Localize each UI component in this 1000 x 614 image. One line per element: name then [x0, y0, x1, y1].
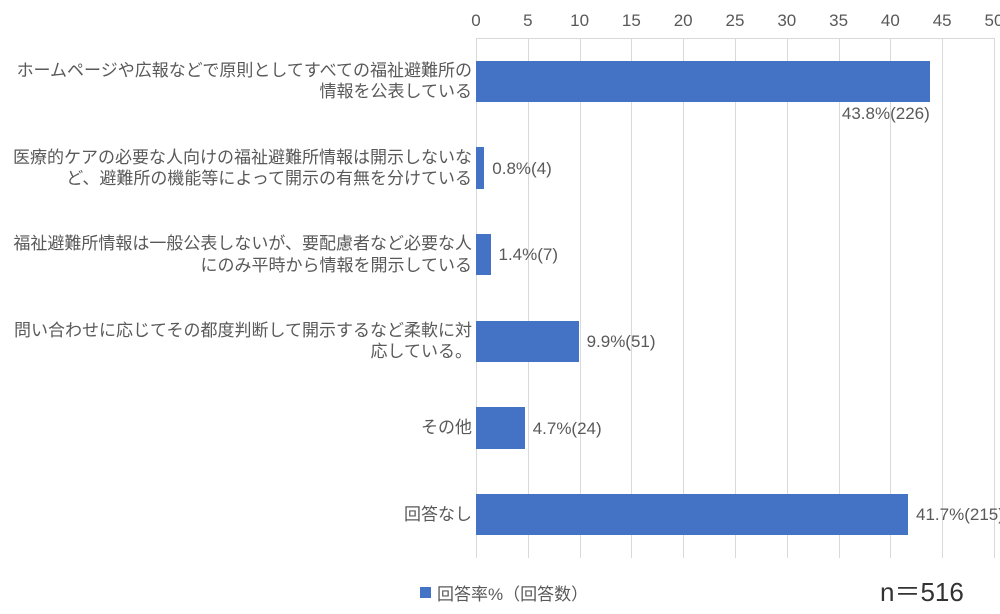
x-tick-label: 10 [570, 11, 589, 31]
bar-value-label: 1.4%(7) [499, 245, 559, 265]
gridline [683, 38, 684, 558]
x-tick-label: 35 [829, 11, 848, 31]
bar [476, 321, 579, 363]
y-axis-label: その他 [6, 385, 472, 472]
x-tick-label: 5 [523, 11, 532, 31]
gridline [787, 38, 788, 558]
bar-value-label: 43.8%(226) [842, 104, 930, 124]
y-axis-label: 福祉避難所情報は一般公表しないが、要配慮者など必要な人にのみ平時から情報を開示し… [6, 211, 472, 298]
bar-value-label: 41.7%(215) [916, 505, 1000, 525]
x-tick-label: 15 [622, 11, 641, 31]
legend-swatch [420, 587, 431, 598]
x-tick-label: 45 [933, 11, 952, 31]
bar [476, 234, 491, 276]
bar-value-label: 9.9%(51) [587, 332, 656, 352]
chart-container: 0 5 10 15 20 25 30 35 40 45 50 ホームページや広報などで原則としてすべ… [0, 0, 1000, 614]
x-tick-label: 50 [985, 11, 1000, 31]
n-label: n＝516 [880, 572, 964, 609]
x-tick-label: 0 [471, 11, 480, 31]
gridline [631, 38, 632, 558]
gridline [528, 38, 529, 558]
y-axis-label: ホームページや広報などで原則としてすべての福祉避難所の情報を公表している [6, 38, 472, 125]
bar [476, 407, 525, 449]
y-axis-label: 回答なし [6, 471, 472, 558]
legend: 回答率%（回答数） [420, 580, 588, 605]
gridline [994, 38, 995, 558]
bar-value-label: 4.7%(24) [533, 419, 602, 439]
x-tick-label: 20 [674, 11, 693, 31]
bar [476, 147, 484, 189]
legend-text: 回答率%（回答数） [437, 580, 588, 605]
y-axis-label: 医療的ケアの必要な人向けの福祉避難所情報は開示しないなど、避難所の機能等によって… [6, 125, 472, 212]
x-tick-label: 40 [881, 11, 900, 31]
x-tick-label: 25 [726, 11, 745, 31]
gridline [839, 38, 840, 558]
gridline [735, 38, 736, 558]
bar-value-label: 0.8%(4) [492, 159, 552, 179]
gridline [580, 38, 581, 558]
bar [476, 61, 930, 103]
x-tick-label: 30 [777, 11, 796, 31]
bar [476, 494, 908, 536]
gridline [942, 38, 943, 558]
y-axis-label: 問い合わせに応じてその都度判断して開示するなど柔軟に対応している。 [6, 298, 472, 385]
